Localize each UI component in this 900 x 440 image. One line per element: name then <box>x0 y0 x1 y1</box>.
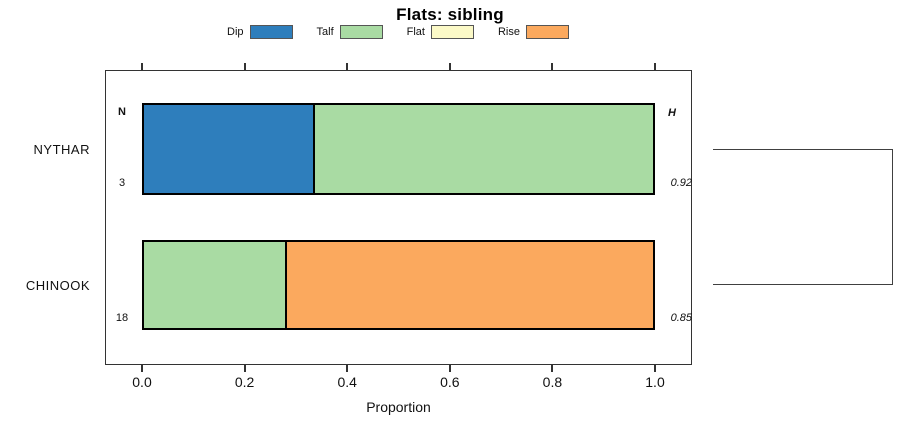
x-tick-label: 1.0 <box>645 374 665 390</box>
n-header-label: N <box>118 106 126 118</box>
plot-area <box>105 70 692 365</box>
h-header-label: H <box>668 107 676 119</box>
x-tick-label: 0.8 <box>542 374 563 390</box>
bar-chinook <box>142 240 655 330</box>
x-axis-tick-bottom <box>448 365 451 372</box>
legend-swatch-talf <box>339 25 383 39</box>
dendrogram-bracket <box>713 149 893 285</box>
n-value-label: 3 <box>118 177 126 189</box>
legend-entry-rise: Rise <box>498 25 569 39</box>
bar-segment-rise <box>286 242 653 328</box>
x-axis-tick-top <box>346 63 349 70</box>
x-tick-label: 0.0 <box>132 374 152 390</box>
bar-segment-dip <box>144 105 313 193</box>
legend-label-dip: Dip <box>227 26 244 38</box>
x-axis-tick-bottom <box>141 365 143 372</box>
x-axis-tick-top <box>448 63 451 70</box>
legend-label-rise: Rise <box>497 26 520 38</box>
x-axis-tick-top <box>141 63 143 70</box>
legend-label-talf: Talf <box>316 26 334 38</box>
bar-nythar <box>142 103 655 195</box>
n-value-label: 18 <box>115 312 129 324</box>
x-axis-tick-bottom <box>654 365 656 372</box>
x-tick-label: 0.6 <box>440 374 460 390</box>
legend-swatch-rise <box>526 25 569 39</box>
bar-segment-talf <box>314 105 653 193</box>
legend: Dip Talf Flat Rise <box>227 25 569 39</box>
legend-swatch-flat <box>430 25 474 39</box>
legend-entry-dip: Dip <box>227 25 293 39</box>
category-label-nythar: NYTHAR <box>33 142 90 157</box>
x-axis-tick-top <box>654 63 656 70</box>
x-tick-label: 0.4 <box>337 374 357 390</box>
h-value-label: 0.92 <box>670 177 692 189</box>
bar-segment-talf <box>144 242 285 328</box>
x-axis-tick-top <box>243 63 246 70</box>
x-axis-label: Proportion <box>366 399 431 415</box>
legend-swatch-dip <box>249 25 293 39</box>
h-value-label: 0.85 <box>670 312 692 324</box>
chart-title: Flats: sibling <box>396 5 504 24</box>
x-axis-tick-bottom <box>243 365 246 372</box>
x-axis-tick-bottom <box>346 365 349 372</box>
category-label-chinook: CHINOOK <box>25 278 90 293</box>
legend-entry-flat: Flat <box>407 25 474 39</box>
legend-label-flat: Flat <box>406 26 425 38</box>
legend-entry-talf: Talf <box>317 25 383 39</box>
x-tick-label: 0.2 <box>234 374 255 390</box>
x-axis-tick-top <box>551 63 554 70</box>
x-axis-tick-bottom <box>551 365 554 372</box>
